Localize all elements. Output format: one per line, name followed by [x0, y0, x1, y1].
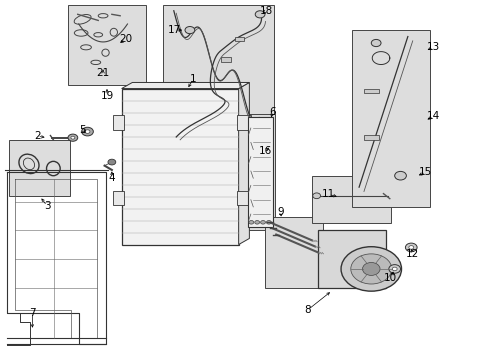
Circle shape	[68, 134, 78, 141]
Circle shape	[81, 127, 93, 136]
Polygon shape	[122, 82, 249, 89]
Bar	[363, 135, 378, 140]
Text: 2: 2	[34, 131, 41, 141]
Text: 7: 7	[29, 308, 36, 318]
Text: 18: 18	[259, 6, 272, 16]
Circle shape	[394, 171, 406, 180]
Text: 10: 10	[384, 273, 397, 283]
Text: 3: 3	[43, 201, 50, 211]
Text: 17: 17	[168, 25, 181, 35]
Polygon shape	[238, 82, 249, 244]
Circle shape	[184, 27, 194, 34]
Circle shape	[388, 265, 400, 273]
Bar	[236, 116, 251, 130]
Bar	[311, 176, 390, 223]
Circle shape	[340, 247, 401, 291]
Circle shape	[85, 130, 90, 134]
Circle shape	[266, 221, 271, 224]
Text: 15: 15	[418, 167, 431, 177]
Circle shape	[254, 221, 259, 224]
Circle shape	[71, 136, 75, 139]
Circle shape	[260, 221, 265, 224]
Text: 8: 8	[304, 305, 310, 315]
Circle shape	[362, 262, 379, 275]
Bar	[234, 37, 244, 41]
Text: 11: 11	[321, 189, 334, 199]
Bar	[351, 30, 429, 207]
Text: 6: 6	[269, 107, 276, 117]
Circle shape	[108, 159, 116, 165]
Bar	[122, 89, 238, 244]
Text: 1: 1	[190, 74, 196, 84]
Text: 16: 16	[258, 145, 271, 156]
Bar	[113, 116, 123, 130]
Bar	[221, 57, 230, 62]
Bar	[264, 217, 322, 288]
Text: 20: 20	[119, 35, 132, 44]
Text: 5: 5	[79, 125, 86, 135]
Bar	[236, 191, 251, 205]
Circle shape	[312, 193, 320, 199]
Text: 9: 9	[277, 207, 284, 217]
Text: 12: 12	[405, 248, 419, 258]
Circle shape	[248, 221, 253, 224]
Text: 14: 14	[426, 111, 439, 121]
Bar	[245, 114, 274, 230]
Text: 13: 13	[426, 42, 439, 52]
Bar	[247, 117, 272, 226]
Bar	[363, 89, 378, 93]
Circle shape	[391, 267, 396, 271]
Circle shape	[405, 243, 416, 252]
Bar	[317, 230, 385, 288]
Bar	[162, 5, 273, 145]
Bar	[68, 5, 146, 85]
Circle shape	[408, 246, 413, 249]
Text: 21: 21	[96, 68, 109, 78]
Bar	[113, 191, 123, 205]
Text: 19: 19	[100, 91, 113, 101]
Circle shape	[255, 11, 264, 18]
Bar	[9, 140, 70, 196]
Text: 4: 4	[108, 173, 115, 183]
Circle shape	[370, 40, 380, 46]
Circle shape	[350, 254, 391, 284]
